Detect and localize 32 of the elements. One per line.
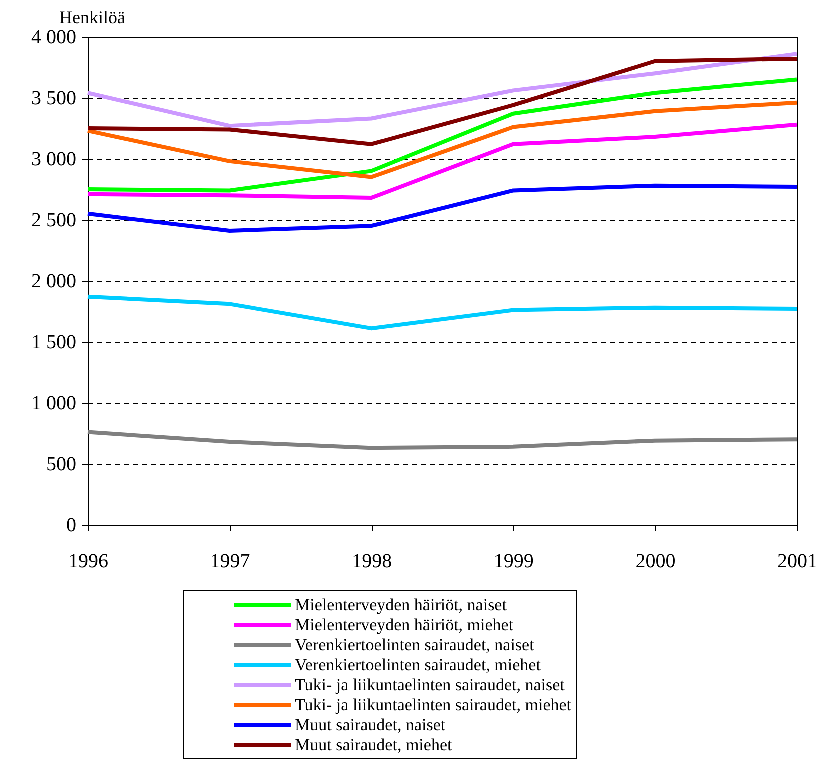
x-tick-label: 1998 [352, 550, 392, 572]
y-tick-label: 1 000 [32, 392, 76, 414]
legend-label: Tuki- ja liikuntaelinten sairaudet, miehet [295, 696, 572, 714]
y-tick-label: 500 [46, 454, 76, 476]
line-series [86, 294, 799, 331]
x-tick-label: 1997 [210, 550, 250, 572]
line-series [86, 430, 799, 450]
line-series [86, 184, 799, 233]
line-series [86, 52, 799, 128]
legend-label: Verenkiertoelinten sairaudet, naiset [295, 636, 535, 654]
y-tick-label: 3 000 [32, 148, 76, 170]
line-series [86, 78, 799, 193]
y-tick-label: 2 500 [32, 210, 76, 232]
line-series [86, 100, 799, 180]
x-tick-label: 2000 [636, 550, 676, 572]
x-tick-label: 1999 [494, 550, 534, 572]
y-tick-label: 3 500 [32, 88, 76, 110]
line-series [86, 122, 799, 200]
y-tick-label: 1 500 [32, 332, 76, 354]
legend-label: Mielenterveyden häiriöt, miehet [295, 616, 514, 634]
legend-label: Tuki- ja liikuntaelinten sairaudet, naiset [295, 676, 566, 694]
x-tick-label: 2001 [778, 550, 818, 572]
legend-label: Mielenterveyden häiriöt, naiset [295, 596, 508, 614]
legend-label: Muut sairaudet, miehet [295, 736, 452, 754]
y-axis-title: Henkilöä [60, 8, 126, 28]
y-tick-label: 2 000 [32, 270, 76, 292]
x-tick-label: 1996 [68, 550, 108, 572]
y-tick-label: 4 000 [32, 26, 76, 48]
legend-label: Verenkiertoelinten sairaudet, miehet [295, 656, 542, 674]
y-tick-label: 0 [66, 514, 76, 536]
legend-label: Muut sairaudet, naiset [295, 716, 446, 734]
line-series [86, 56, 799, 146]
